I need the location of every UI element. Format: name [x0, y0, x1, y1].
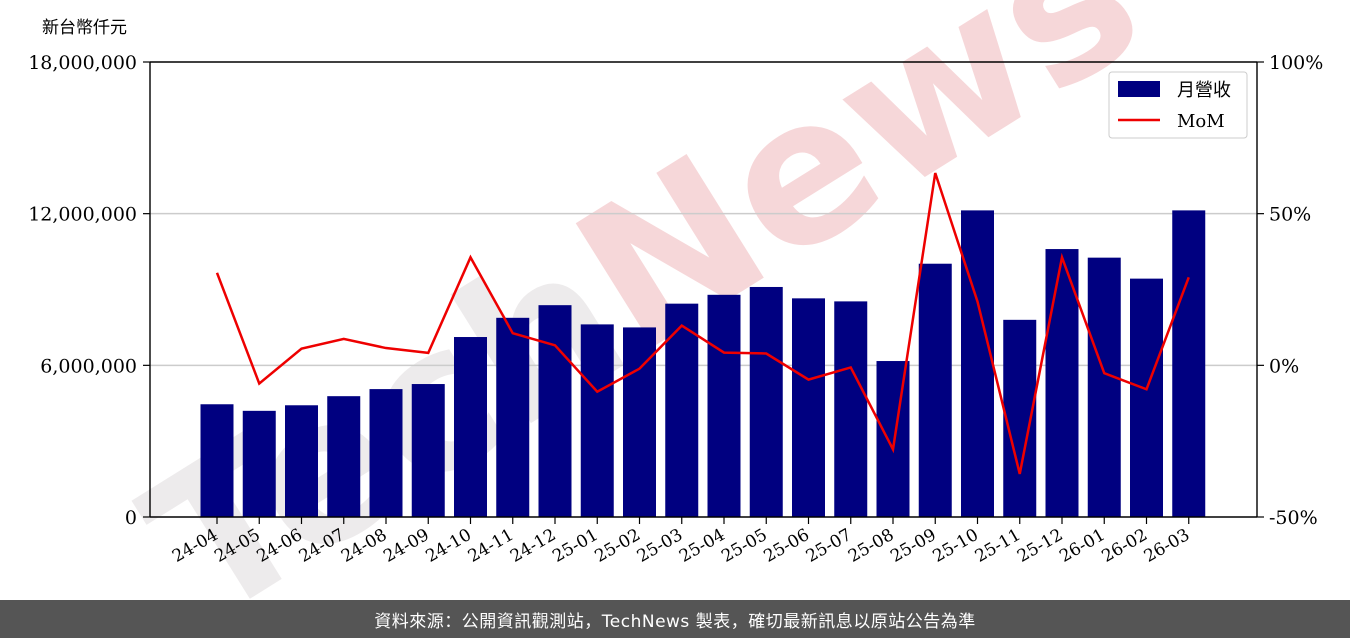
bar-26-01 — [1087, 257, 1121, 517]
legend-label-revenue: 月營收 — [1177, 80, 1231, 101]
mom-line — [215, 172, 1190, 475]
x-tick-label: 25-12 — [1014, 525, 1066, 567]
legend-label-mom: MoM — [1177, 111, 1225, 132]
bar-25-09 — [918, 263, 952, 517]
bar-25-07 — [834, 301, 868, 517]
x-tick-label: 26-01 — [1056, 525, 1108, 567]
bar-24-08 — [369, 389, 403, 517]
y2-tick-label: 0% — [1269, 355, 1299, 377]
y-tick-label: 0 — [125, 507, 137, 529]
chart: TechNews 新台幣仟元 06,000,00012,000,00018,00… — [28, 0, 1323, 600]
bar-25-10 — [961, 210, 994, 517]
x-tick-label: 25-03 — [634, 525, 686, 567]
footer-source-note: 資料來源：公開資訊觀測站，TechNews 製表，確切最新訊息以原站公告為準 — [0, 600, 1350, 638]
bar-24-11 — [496, 317, 530, 517]
bar-25-01 — [580, 324, 614, 517]
x-tick-label: 25-10 — [930, 525, 982, 567]
x-tick-label: 25-05 — [718, 525, 770, 567]
bar-24-06 — [285, 405, 318, 517]
y-tick-label: 18,000,000 — [28, 52, 137, 74]
x-tick-label: 25-08 — [845, 525, 897, 567]
x-tick-label: 26-03 — [1141, 525, 1193, 567]
bar-25-04 — [707, 294, 741, 517]
bar-26-03 — [1172, 210, 1206, 517]
bar-24-12 — [538, 305, 572, 517]
bar-25-12 — [1045, 249, 1079, 518]
y-tick-label: 12,000,000 — [28, 204, 137, 226]
x-tick-label: 25-01 — [549, 525, 601, 567]
y-axis-unit-label: 新台幣仟元 — [42, 18, 127, 38]
footer-text: 資料來源：公開資訊觀測站，TechNews 製表，確切最新訊息以原站公告為準 — [374, 611, 976, 632]
y2-tick-label: -50% — [1269, 507, 1318, 529]
x-tick-label: 25-11 — [972, 525, 1024, 567]
x-tick-label: 25-07 — [803, 525, 855, 567]
x-tick-label: 24-12 — [507, 525, 559, 567]
bar-24-09 — [411, 384, 445, 517]
x-tick-label: 25-02 — [592, 525, 644, 567]
right-y-axis-ticks: -50% 0% 50% 100% — [1257, 52, 1323, 529]
revenue-bars — [200, 210, 1206, 518]
bar-25-08 — [876, 361, 910, 517]
bar-24-04 — [200, 404, 234, 517]
bar-26-02 — [1130, 278, 1163, 517]
x-tick-label: 25-06 — [761, 525, 813, 567]
x-tick-label: 25-04 — [676, 525, 728, 567]
bar-24-07 — [327, 396, 361, 517]
x-tick-label: 24-11 — [465, 525, 517, 567]
y2-tick-label: 100% — [1269, 52, 1323, 74]
legend-swatch-revenue — [1118, 81, 1160, 97]
y-tick-label: 6,000,000 — [40, 355, 137, 377]
axes-frame — [149, 61, 1258, 518]
x-tick-label: 25-09 — [887, 525, 939, 567]
x-tick-label: 26-02 — [1099, 525, 1151, 567]
left-y-axis-ticks: 0 6,000,000 12,000,000 18,000,000 — [28, 52, 150, 529]
mom-points — [216, 173, 1189, 474]
bar-25-06 — [792, 298, 825, 517]
bar-25-05 — [749, 286, 783, 517]
bar-24-10 — [454, 337, 487, 517]
y2-tick-label: 50% — [1269, 204, 1311, 226]
bar-24-05 — [242, 410, 276, 517]
legend: 月營收 MoM — [1108, 71, 1248, 139]
bar-25-03 — [665, 303, 699, 517]
